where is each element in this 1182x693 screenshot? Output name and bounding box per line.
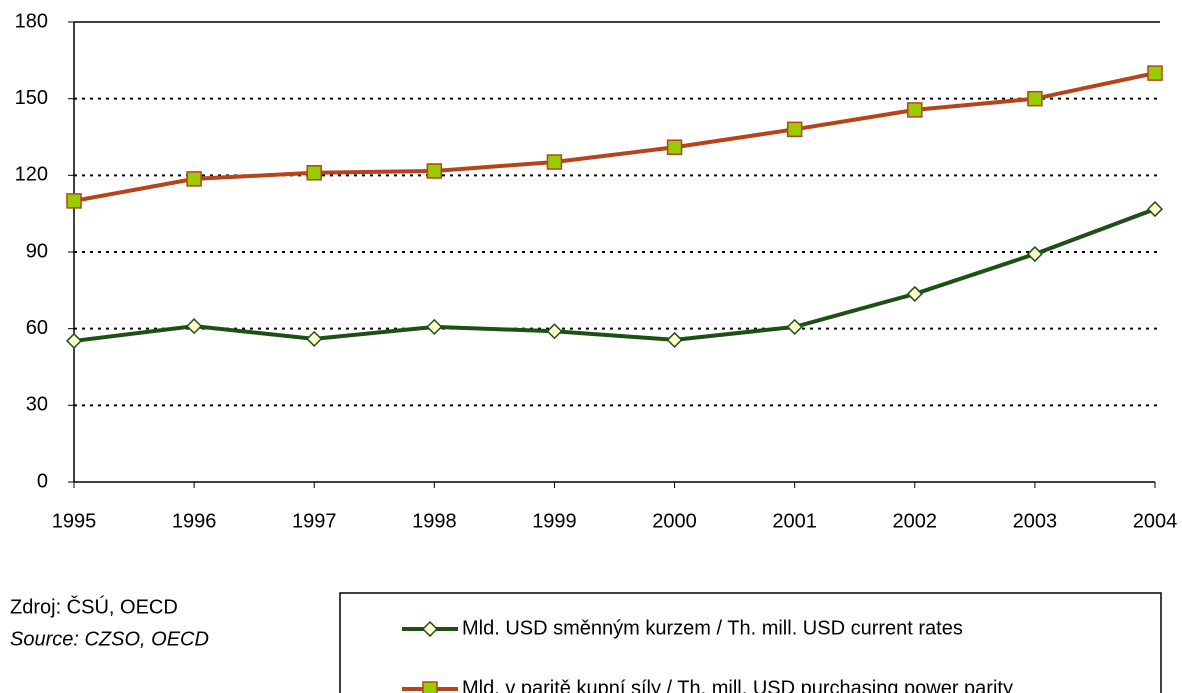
y-tick-label: 90 bbox=[26, 240, 48, 262]
series-line bbox=[73, 207, 1156, 343]
point bbox=[786, 318, 803, 335]
point bbox=[786, 121, 803, 138]
point bbox=[1147, 65, 1163, 81]
point bbox=[186, 318, 203, 335]
legend-marker bbox=[422, 681, 438, 693]
legend-label: Mld. v paritě kupní síly / Th. mill. USD… bbox=[462, 677, 1013, 693]
x-tick-label: 2002 bbox=[893, 510, 938, 532]
y-tick-label: 150 bbox=[15, 87, 48, 109]
legend-label: Mld. USD směnným kurzem / Th. mill. USD … bbox=[462, 617, 963, 639]
point bbox=[65, 332, 83, 349]
x-tick-label: 1999 bbox=[532, 510, 577, 532]
point bbox=[306, 330, 323, 347]
point bbox=[907, 102, 923, 118]
point bbox=[666, 331, 683, 348]
point bbox=[66, 193, 82, 209]
point bbox=[1146, 201, 1164, 218]
x-tick-label: 2001 bbox=[772, 510, 817, 532]
y-tick-label: 0 bbox=[37, 470, 48, 492]
point bbox=[906, 285, 923, 302]
x-tick-label: 2003 bbox=[1013, 510, 1058, 532]
y-tick-label: 30 bbox=[26, 394, 48, 416]
x-tick-label: 2004 bbox=[1133, 510, 1178, 532]
source-note: Source: CZSO, OECD bbox=[10, 628, 209, 650]
y-tick-label: 180 bbox=[15, 10, 48, 32]
source-note: Zdroj: ČSÚ, OECD bbox=[10, 595, 178, 618]
point bbox=[306, 165, 322, 181]
point bbox=[546, 154, 563, 170]
point bbox=[666, 139, 683, 155]
x-tick-label: 1998 bbox=[412, 510, 457, 532]
x-tick-label: 1996 bbox=[172, 510, 217, 532]
legend-marker bbox=[421, 620, 439, 638]
series-line bbox=[73, 71, 1156, 203]
point bbox=[186, 171, 202, 187]
point bbox=[1027, 90, 1043, 107]
y-tick-label: 120 bbox=[15, 164, 48, 186]
point bbox=[546, 323, 563, 340]
y-tick-label: 60 bbox=[26, 317, 48, 339]
point bbox=[426, 163, 443, 179]
point bbox=[1026, 245, 1043, 263]
point bbox=[426, 318, 443, 335]
x-tick-label: 1997 bbox=[292, 510, 337, 532]
x-tick-label: 2000 bbox=[652, 510, 697, 532]
x-tick-label: 1995 bbox=[52, 510, 97, 532]
legend bbox=[339, 592, 1162, 693]
